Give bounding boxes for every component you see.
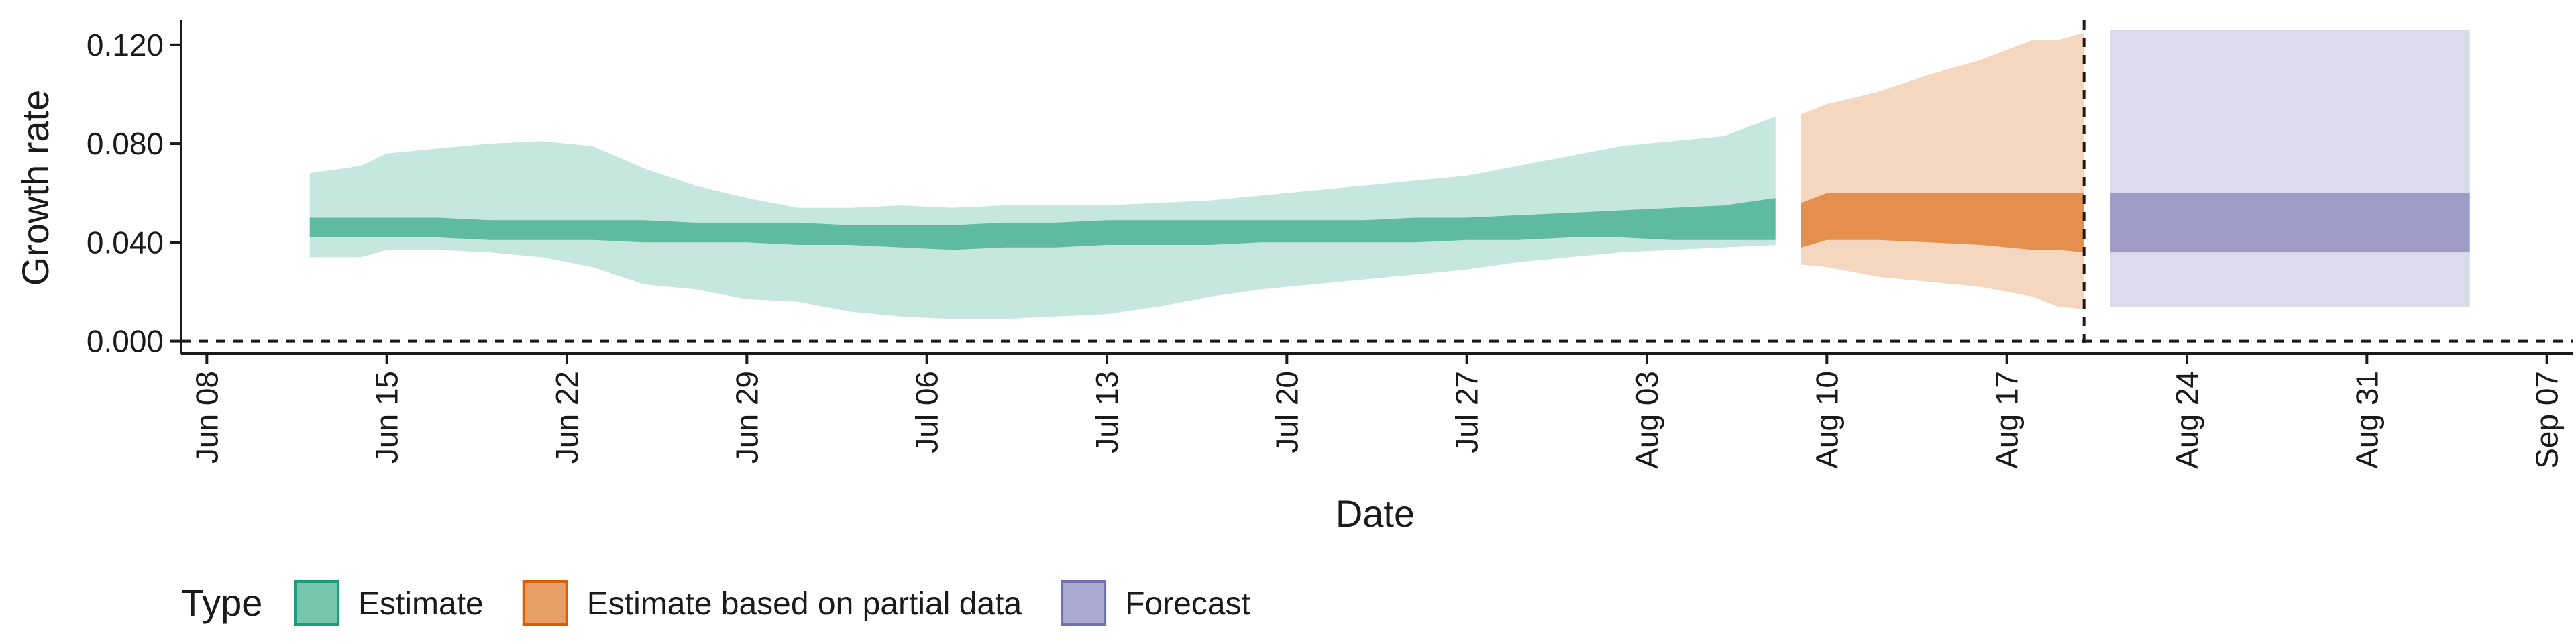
x-tick-label: Jul 27: [1450, 371, 1485, 453]
series-bands: [309, 30, 2470, 319]
band-outer-estimate-based-on-partial-data: [1801, 32, 2084, 309]
reference-lines: [181, 20, 2573, 354]
y-tick-label: 0.120: [87, 28, 164, 62]
x-tick-label: Aug 17: [1990, 371, 2025, 469]
y-axis-title: Growth rate: [14, 90, 56, 286]
y-axis-ticks: 0.000 0.040 0.080 0.120: [87, 28, 181, 359]
band-outer-forecast: [2110, 30, 2470, 307]
band-inner-estimate: [309, 198, 1776, 250]
legend-swatch: [1061, 580, 1107, 626]
legend-label: Estimate based on partial data: [587, 586, 1022, 622]
legend-swatch: [294, 580, 339, 626]
x-tick-label: Jul 06: [910, 371, 945, 453]
legend-title: Type: [181, 582, 262, 624]
band-outer-estimate: [309, 116, 1776, 319]
x-tick-label: Jun 29: [729, 371, 764, 464]
x-tick-label: Aug 31: [2349, 371, 2384, 469]
legend-label: Estimate: [358, 586, 484, 622]
x-tick-label: Aug 03: [1629, 371, 1664, 469]
band-inner-estimate-based-on-partial-data: [1801, 193, 2084, 253]
band-inner-forecast: [2110, 193, 2470, 253]
x-tick-label: Jul 20: [1269, 371, 1304, 453]
x-tick-label: Jun 08: [189, 371, 224, 464]
x-tick-label: Jun 22: [549, 371, 584, 464]
y-tick-label: 0.000: [87, 324, 164, 359]
x-tick-label: Sep 07: [2530, 371, 2565, 469]
y-tick-label: 0.080: [87, 126, 164, 161]
legend-swatch: [522, 580, 568, 626]
x-axis-ticks: Jun 08 Jun 15 Jun 22 Jun 29 Jul 06 Jul 13 Jul …: [189, 354, 2565, 469]
x-axis-title: Date: [1336, 492, 1415, 535]
x-tick-label: Jun 15: [370, 371, 405, 464]
x-tick-label: Jul 13: [1089, 371, 1124, 453]
axes: [180, 20, 2573, 355]
x-tick-label: Aug 10: [1809, 371, 1844, 469]
x-tick-label: Aug 24: [2169, 371, 2204, 469]
y-tick-label: 0.040: [87, 225, 164, 260]
legend: Type Estimate Estimate based on partial d…: [181, 580, 1250, 626]
legend-label: Forecast: [1125, 586, 1250, 622]
